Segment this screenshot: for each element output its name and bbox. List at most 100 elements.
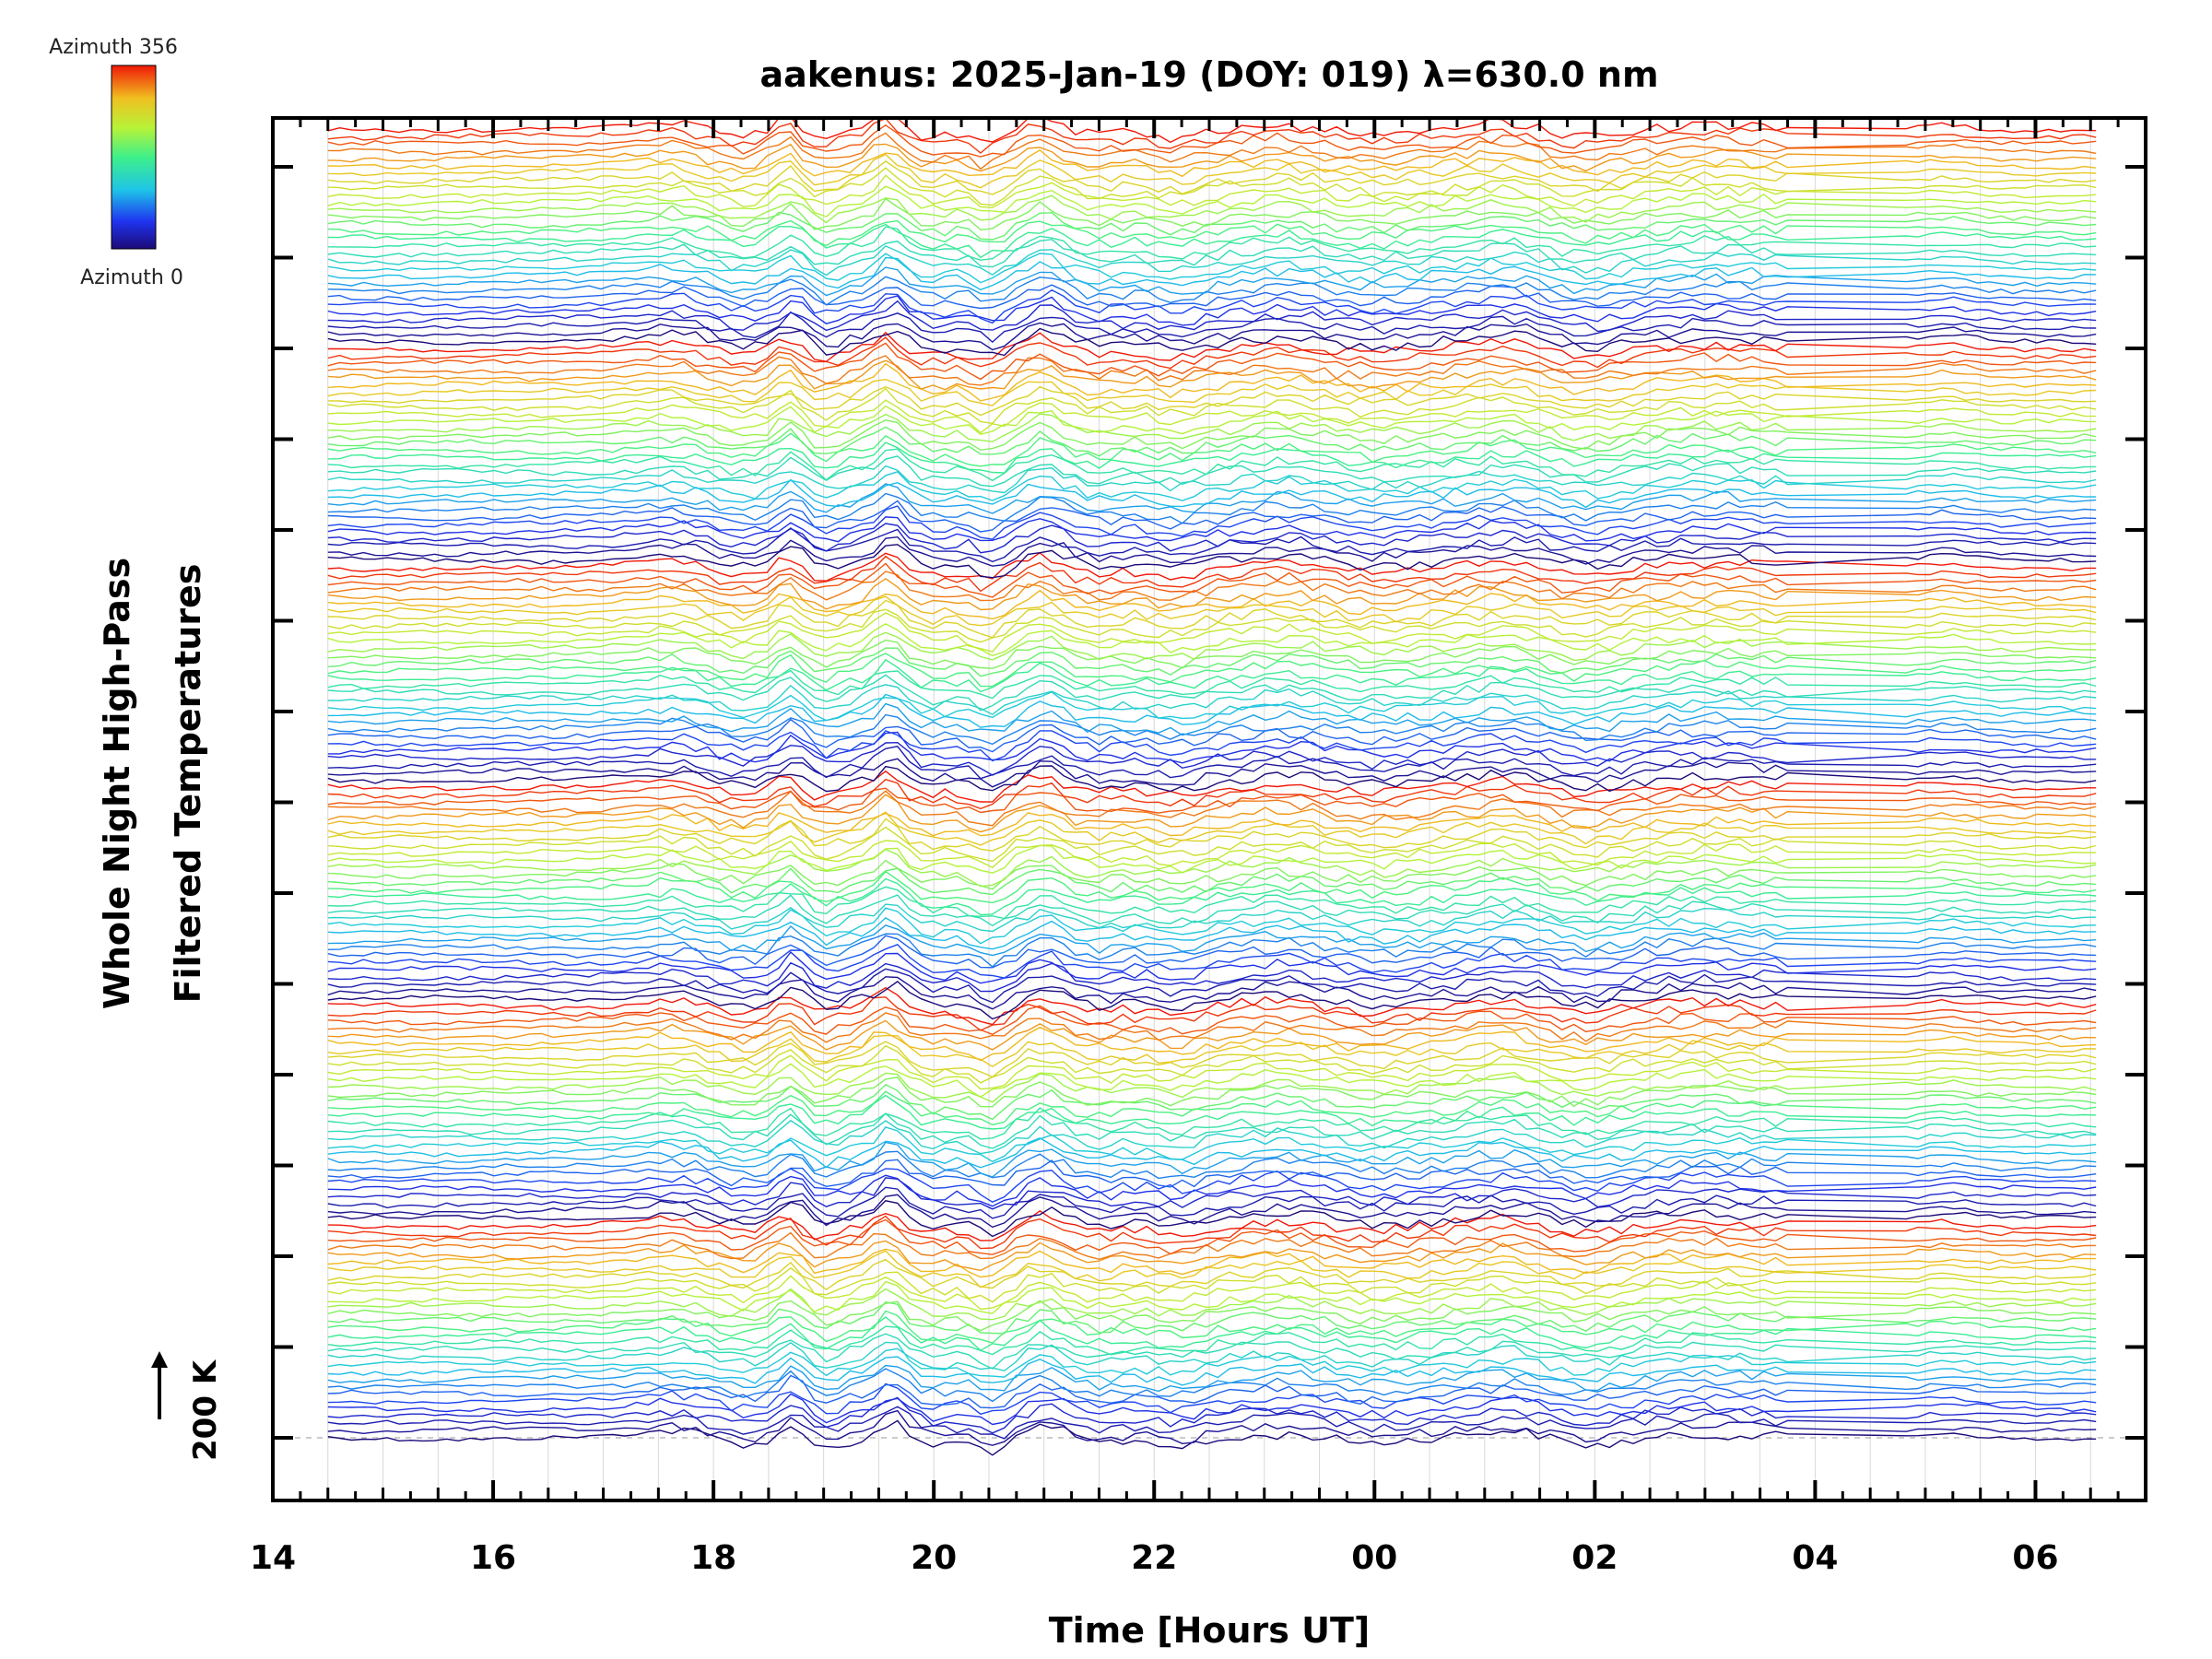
series-line <box>327 812 2097 837</box>
y-axis-label: Whole Night High-Pass Filtered Temperatu… <box>97 558 208 1009</box>
series-line <box>327 226 2097 261</box>
series-line <box>327 223 2097 259</box>
series-line <box>327 894 2097 927</box>
axes <box>271 116 2147 1502</box>
series-line <box>327 355 2097 386</box>
series-line <box>327 1209 2097 1241</box>
series-line <box>327 153 2097 189</box>
series-line <box>327 1159 2097 1188</box>
series-line <box>327 713 2097 746</box>
x-tick-label: 06 <box>2012 1539 2058 1577</box>
series-line <box>327 631 2097 662</box>
series-line <box>327 378 2097 406</box>
series-line <box>327 639 2097 669</box>
series-line <box>327 288 2097 324</box>
series-line <box>327 1083 2097 1121</box>
series-line <box>327 961 2097 993</box>
chart-title: aakenus: 2025-Jan-19 (DOY: 019) λ=630.0 … <box>759 54 1658 95</box>
series-line <box>327 284 2097 310</box>
series-line <box>327 239 2097 268</box>
series-line <box>327 1026 2097 1062</box>
series-line <box>327 256 2097 291</box>
series-line <box>327 311 2097 344</box>
series-line <box>327 595 2097 627</box>
series-line <box>327 589 2097 620</box>
series-line <box>327 1275 2097 1311</box>
scale-bar-arrowhead <box>151 1351 168 1368</box>
series-line <box>327 1044 2097 1084</box>
colorbar-bottom-label: Azimuth 0 <box>80 266 183 289</box>
x-tick-label: 04 <box>1792 1539 1838 1577</box>
x-tick-label: 16 <box>470 1539 516 1577</box>
colorbar-gradient <box>111 65 157 250</box>
series-line <box>327 143 2097 172</box>
x-tick-label: 02 <box>1571 1539 1618 1577</box>
series-line <box>327 1347 2097 1378</box>
scale-bar-label: 200 K <box>187 1359 224 1461</box>
series-line <box>327 730 2097 762</box>
series-line <box>327 160 2097 195</box>
series-line <box>327 300 2097 333</box>
series-line <box>327 924 2097 957</box>
series-line <box>327 1177 2097 1210</box>
series-line <box>327 500 2097 533</box>
series-line <box>327 599 2097 639</box>
series-line <box>327 746 2097 780</box>
series-line <box>327 1341 2097 1372</box>
series-line <box>327 174 2097 209</box>
series-line <box>327 1107 2097 1140</box>
x-tick-label: 00 <box>1351 1539 1397 1577</box>
series-line <box>327 1288 2097 1321</box>
series-line <box>327 211 2097 241</box>
series-line <box>327 492 2097 524</box>
series-line <box>327 870 2097 904</box>
series-line <box>327 387 2097 425</box>
series-line <box>327 986 2097 1026</box>
series-line <box>327 877 2097 916</box>
series-line <box>327 194 2097 224</box>
x-tick-label: 20 <box>911 1539 957 1577</box>
series-line <box>327 1112 2097 1149</box>
series-line <box>327 1200 2097 1238</box>
series-line <box>327 478 2097 509</box>
series-line <box>327 577 2097 611</box>
series-line <box>327 399 2097 434</box>
series-line <box>327 295 2097 326</box>
series-line <box>327 1194 2097 1229</box>
series-line <box>327 1119 2097 1155</box>
series-line <box>327 903 2097 933</box>
series-line <box>327 322 2097 351</box>
series-line <box>327 790 2097 827</box>
series-line <box>327 731 2097 764</box>
series-line <box>327 1072 2097 1103</box>
series-line <box>327 818 2097 852</box>
series-line <box>327 976 2097 1010</box>
series-line <box>327 276 2097 306</box>
series-line <box>327 981 2097 1020</box>
series-line <box>327 219 2097 247</box>
series-line <box>327 702 2097 736</box>
series-line <box>327 1005 2097 1036</box>
series-line <box>327 1150 2097 1180</box>
series-line <box>327 811 2097 846</box>
series-line <box>327 132 2097 171</box>
series-line <box>327 535 2097 567</box>
series-line <box>327 523 2097 554</box>
series-line <box>327 1137 2097 1169</box>
series-line <box>327 1250 2097 1288</box>
series-line <box>327 1406 2097 1440</box>
series-line <box>327 1316 2097 1352</box>
series-line <box>327 765 2097 793</box>
series-line <box>327 185 2097 218</box>
colorbar: Azimuth 356 Azimuth 0 <box>49 36 183 289</box>
series-line <box>327 419 2097 451</box>
series-line <box>327 266 2097 297</box>
series-line <box>327 859 2097 890</box>
series-line <box>327 653 2097 688</box>
series-line <box>327 441 2097 474</box>
x-tick-label: 18 <box>690 1539 736 1577</box>
series-line <box>327 167 2097 206</box>
series-line <box>327 1231 2097 1261</box>
series-line <box>327 691 2097 722</box>
